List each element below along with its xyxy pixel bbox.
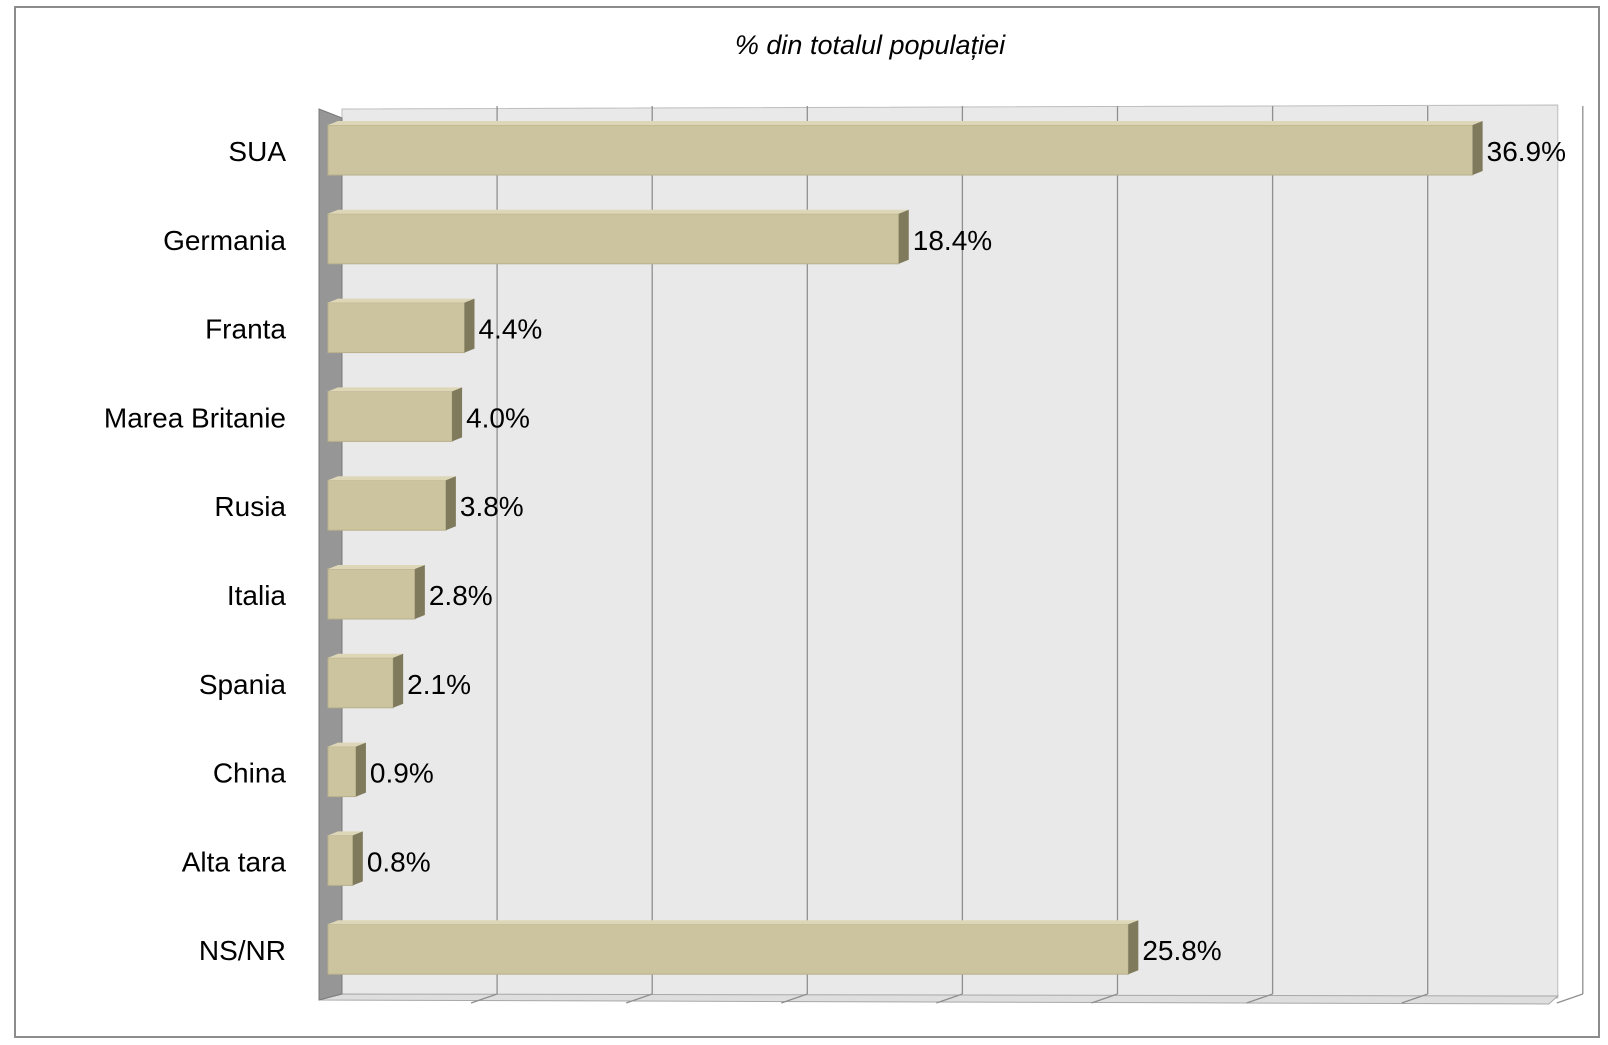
bar-top — [328, 209, 909, 214]
bar — [327, 834, 354, 886]
bar-top — [328, 565, 425, 569]
bar-top — [328, 831, 363, 836]
bar-top — [328, 476, 456, 481]
gridlines — [470, 106, 1584, 1004]
bar — [327, 479, 447, 531]
bar — [327, 746, 357, 798]
labels: SUA 36.9% Germania 18.4% Franta 4.4% Marea Bri… — [104, 136, 1566, 966]
bar-side — [1472, 121, 1483, 175]
bar — [327, 213, 900, 265]
gridline-floor — [625, 993, 653, 1004]
bar-side — [1128, 920, 1139, 975]
value-label: 0.9% — [370, 758, 434, 789]
value-label: 2.1% — [407, 669, 471, 700]
category-label: Germania — [163, 225, 286, 256]
bar-side — [414, 565, 425, 619]
bar-side — [355, 742, 366, 797]
category-label: Marea Britanie — [104, 402, 286, 433]
gridline-floor — [470, 993, 498, 1004]
value-label: 0.8% — [367, 846, 431, 877]
bar-side — [452, 387, 463, 442]
bar-side — [898, 209, 909, 264]
category-label: Italia — [227, 580, 287, 611]
gridline-floor — [1091, 993, 1118, 1004]
category-label: Spania — [199, 669, 287, 700]
value-label: 18.4% — [913, 225, 992, 256]
bars — [327, 121, 1483, 975]
bar-side — [445, 476, 456, 531]
bar-top — [328, 742, 366, 747]
bar-side — [352, 831, 363, 886]
bar — [327, 923, 1129, 975]
category-label: China — [213, 758, 287, 789]
bar — [327, 124, 1474, 176]
gridline-floor — [781, 993, 808, 1004]
bar-top — [328, 920, 1139, 925]
value-label: 4.4% — [478, 314, 542, 345]
value-label: 3.8% — [460, 491, 524, 522]
bar-side — [464, 298, 475, 353]
bar — [327, 568, 416, 620]
chart-title: % din totalul populației — [734, 30, 1006, 60]
gridline-floor — [1246, 993, 1273, 1004]
gridline-floor — [936, 993, 963, 1004]
bar-side — [393, 653, 404, 708]
category-label: Franta — [205, 314, 286, 345]
value-label: 2.8% — [429, 580, 493, 611]
gridline-floor — [1401, 993, 1428, 1004]
value-label: 36.9% — [1487, 136, 1566, 167]
value-label: 25.8% — [1142, 935, 1221, 966]
bar — [327, 657, 394, 709]
bar-top — [328, 387, 463, 392]
value-label: 4.0% — [466, 402, 530, 433]
bar — [327, 390, 453, 442]
category-label: SUA — [228, 136, 286, 167]
bar-top — [328, 653, 404, 658]
category-label: Rusia — [214, 491, 286, 522]
bar-top — [328, 121, 1483, 125]
category-label: NS/NR — [199, 935, 286, 966]
gridline-floor — [1556, 993, 1584, 1004]
bar-top — [328, 298, 475, 303]
bar — [327, 302, 465, 354]
category-label: Alta tara — [182, 846, 287, 877]
